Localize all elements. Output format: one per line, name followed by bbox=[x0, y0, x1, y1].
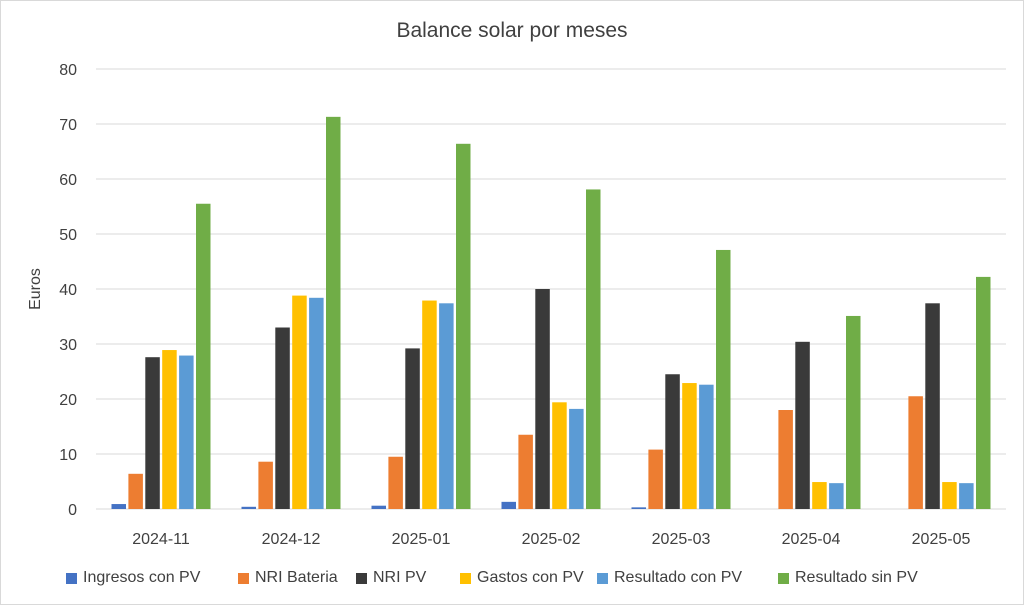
x-tick-label: 2025-04 bbox=[782, 531, 841, 548]
legend-item: Resultado con PV bbox=[597, 567, 742, 589]
bar-gastos-con-pv bbox=[812, 482, 827, 509]
legend-item: Gastos con PV bbox=[460, 567, 584, 589]
bar-resultado-con-pv bbox=[699, 384, 714, 509]
chart-title: Balance solar por meses bbox=[396, 19, 627, 42]
y-tick-label: 50 bbox=[59, 227, 77, 244]
bar-resultado-con-pv bbox=[569, 408, 584, 509]
bar-nri-bateria bbox=[648, 449, 663, 509]
legend-swatch bbox=[778, 572, 789, 584]
bar-nri-bateria bbox=[518, 434, 533, 509]
legend-label: Ingresos con PV bbox=[83, 569, 201, 586]
legend-swatch bbox=[238, 572, 249, 584]
x-tick-label: 2025-05 bbox=[912, 531, 971, 548]
bar-gastos-con-pv bbox=[162, 350, 177, 509]
y-axis-ticks: 0 10 20 30 40 50 60 70 80 bbox=[59, 62, 77, 519]
x-tick-label: 2025-02 bbox=[522, 531, 581, 548]
bar-resultado-sin-pv bbox=[716, 249, 731, 509]
bar-nri-pv bbox=[665, 374, 680, 509]
bar-nri-pv bbox=[275, 327, 290, 509]
y-tick-label: 20 bbox=[59, 392, 77, 409]
legend-label: Resultado sin PV bbox=[795, 569, 918, 586]
bar-nri-pv bbox=[535, 289, 550, 509]
bar-gastos-con-pv bbox=[292, 295, 307, 509]
legend-label: Gastos con PV bbox=[477, 569, 584, 586]
bar-gastos-con-pv bbox=[422, 300, 437, 509]
legend-swatch bbox=[356, 572, 367, 584]
bar-ingresos-con-pv bbox=[631, 507, 646, 509]
y-tick-label: 40 bbox=[59, 282, 77, 299]
bar-chart: Balance solar por meses Euros 0 10 20 30 40 5… bbox=[27, 19, 1006, 548]
bar-resultado-con-pv bbox=[959, 483, 974, 509]
bar-resultado-con-pv bbox=[179, 355, 194, 509]
bar-nri-pv bbox=[145, 357, 160, 509]
y-tick-label: 10 bbox=[59, 447, 77, 464]
bar-gastos-con-pv bbox=[552, 402, 567, 509]
x-axis-ticks: 2024-11 2024-12 2025-01 2025-02 2025-03 2025-… bbox=[132, 531, 970, 548]
legend-item: Ingresos con PV bbox=[66, 567, 200, 589]
bar-resultado-sin-pv bbox=[586, 189, 601, 509]
x-tick-label: 2024-12 bbox=[262, 531, 321, 548]
bar-ingresos-con-pv bbox=[501, 501, 516, 509]
bar-ingresos-con-pv bbox=[111, 504, 126, 509]
legend-item: NRI Bateria bbox=[238, 567, 338, 589]
y-tick-label: 70 bbox=[59, 117, 77, 134]
legend-label: NRI Bateria bbox=[255, 569, 338, 586]
bar-nri-pv bbox=[795, 341, 810, 509]
bar-resultado-con-pv bbox=[829, 483, 844, 509]
bar-gastos-con-pv bbox=[682, 383, 697, 509]
y-tick-label: 60 bbox=[59, 172, 77, 189]
legend-swatch bbox=[460, 572, 471, 584]
bar-resultado-sin-pv bbox=[326, 116, 341, 509]
bar-nri-bateria bbox=[128, 473, 143, 509]
bar-resultado-sin-pv bbox=[976, 276, 991, 509]
bar-nri-bateria bbox=[908, 396, 923, 509]
bar-resultado-sin-pv bbox=[196, 203, 211, 509]
bar-nri-pv bbox=[925, 303, 940, 509]
x-tick-label: 2025-01 bbox=[392, 531, 451, 548]
bar-resultado-sin-pv bbox=[456, 143, 471, 510]
gridlines bbox=[96, 68, 1006, 510]
bar-ingresos-con-pv bbox=[241, 506, 256, 509]
bar-nri-pv bbox=[405, 348, 420, 509]
legend-item: Resultado sin PV bbox=[778, 567, 918, 589]
y-tick-label: 0 bbox=[68, 502, 77, 519]
bar-resultado-con-pv bbox=[439, 303, 454, 509]
bar-nri-bateria bbox=[258, 461, 273, 509]
x-tick-label: 2024-11 bbox=[132, 531, 190, 548]
legend-item: NRI PV bbox=[356, 567, 426, 589]
bar-ingresos-con-pv bbox=[371, 505, 386, 509]
legend-label: NRI PV bbox=[373, 569, 427, 586]
x-tick-label: 2025-03 bbox=[652, 531, 711, 548]
bar-resultado-sin-pv bbox=[846, 315, 861, 509]
legend-label: Resultado con PV bbox=[614, 569, 743, 586]
bars bbox=[111, 116, 991, 510]
bar-resultado-con-pv bbox=[309, 297, 324, 509]
y-tick-label: 30 bbox=[59, 337, 77, 354]
bar-gastos-con-pv bbox=[942, 482, 957, 509]
legend-swatch bbox=[66, 572, 77, 584]
y-axis-label: Euros bbox=[27, 268, 44, 310]
bar-nri-bateria bbox=[388, 456, 403, 509]
y-tick-label: 80 bbox=[59, 62, 77, 79]
bar-nri-bateria bbox=[778, 410, 793, 509]
legend-swatch bbox=[597, 572, 608, 584]
